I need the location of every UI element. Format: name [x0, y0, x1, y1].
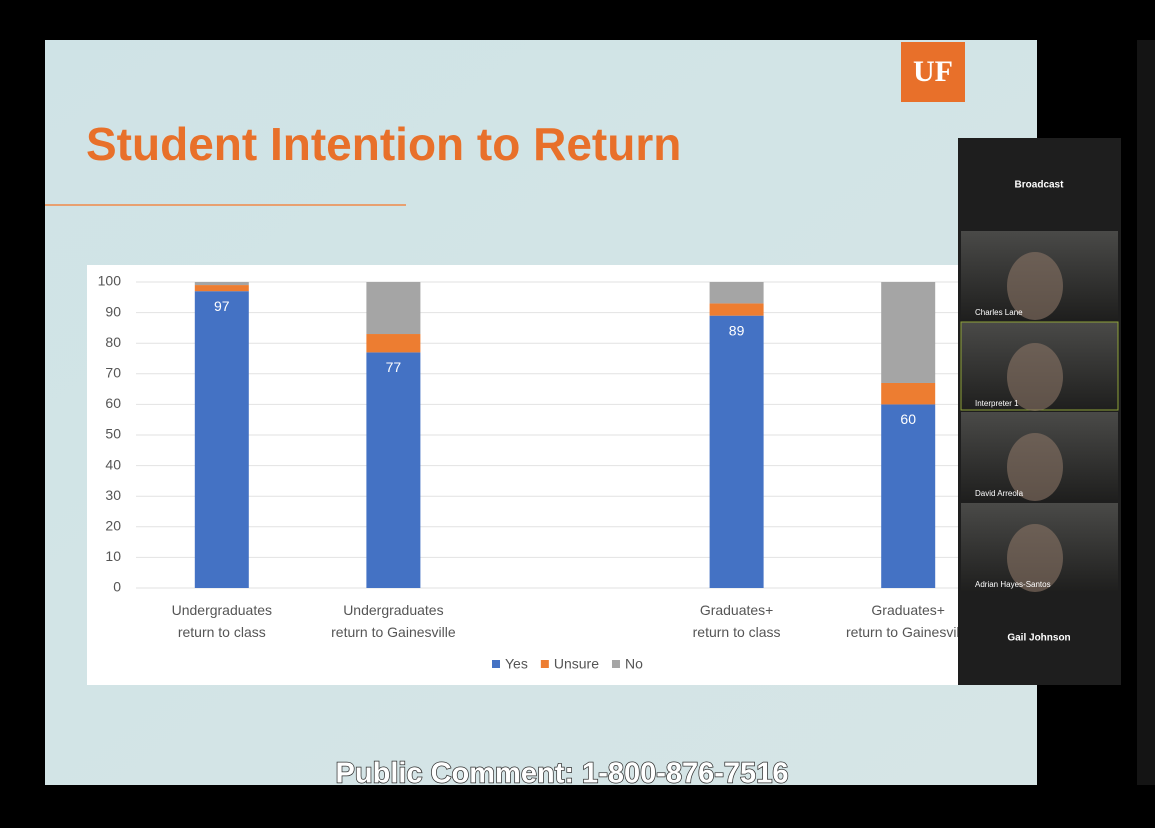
- bar-segment: [709, 303, 764, 316]
- legend-swatch: [611, 660, 620, 668]
- panel-title: Broadcast: [1015, 180, 1065, 191]
- bar-segment: [881, 382, 936, 405]
- y-tick-label: 70: [105, 365, 121, 381]
- data-label: 60: [900, 411, 916, 427]
- data-label: 89: [729, 322, 745, 338]
- participant-silhouette: [1007, 433, 1063, 501]
- bar-segment: [709, 282, 764, 304]
- bar-segment: [194, 285, 249, 292]
- participant-name: Adrian Hayes-Santos: [975, 580, 1051, 589]
- legend-label: No: [625, 656, 643, 672]
- y-tick-label: 10: [105, 548, 121, 564]
- bar-segment: [881, 282, 936, 383]
- logo: UF: [913, 55, 953, 88]
- bar-segment: [709, 315, 764, 588]
- y-tick-label: 40: [105, 456, 121, 472]
- caption: Public Comment: 1-800-876-7516: [336, 758, 789, 790]
- slide-title: Student Intention to Return: [86, 118, 681, 170]
- panel-bg: [958, 138, 1121, 685]
- y-tick-label: 80: [105, 334, 121, 350]
- bar-segment: [194, 282, 249, 286]
- legend-label: Unsure: [554, 656, 599, 672]
- participant-silhouette: [1007, 343, 1063, 411]
- x-tick-label: Undergraduates return to class: [172, 602, 272, 640]
- data-label: 77: [386, 359, 402, 375]
- bar-segment: [366, 282, 421, 335]
- x-tick-label: Undergraduates return to Gainesville: [331, 602, 456, 640]
- video-panel: Broadcast Charles Lane Interpreter 1 David…: [958, 138, 1121, 685]
- y-tick-label: 90: [105, 303, 121, 319]
- y-tick-label: 50: [105, 426, 121, 442]
- x-tick-label: Graduates+ return to class: [693, 602, 781, 640]
- legend-swatch: [540, 660, 549, 668]
- bar-segment: [881, 404, 936, 588]
- y-tick-label: 20: [105, 518, 121, 534]
- logo-box: [901, 42, 965, 102]
- participant-name: Gail Johnson: [1007, 633, 1070, 644]
- bar-segment: [366, 334, 421, 353]
- y-tick-label: 0: [113, 579, 121, 595]
- participant-name: Interpreter 1: [975, 399, 1019, 408]
- legend-label: Yes: [505, 656, 528, 672]
- x-tick-label: Graduates+ return to Gainesville: [846, 602, 971, 640]
- bar-segment: [194, 291, 249, 588]
- participant-silhouette: [1007, 524, 1063, 592]
- participant-silhouette: [1007, 252, 1063, 320]
- data-label: 97: [214, 298, 230, 314]
- side-strip: [1137, 40, 1155, 785]
- participant-name: Charles Lane: [975, 308, 1023, 317]
- chart: 0 10 20 30 40 50 60 70 80 90 100 Undergraduates retu…: [98, 273, 971, 672]
- y-tick-label: 30: [105, 487, 121, 503]
- y-tick-label: 100: [98, 273, 122, 289]
- bar-segment: [366, 352, 421, 588]
- participant-name: David Arreola: [975, 489, 1024, 498]
- y-tick-label: 60: [105, 395, 121, 411]
- legend-swatch: [492, 660, 500, 668]
